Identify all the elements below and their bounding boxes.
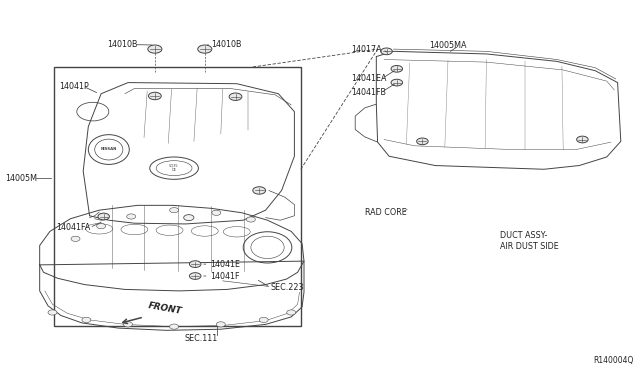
Circle shape bbox=[189, 261, 201, 267]
Circle shape bbox=[253, 187, 266, 194]
Text: 14041F: 14041F bbox=[210, 272, 239, 280]
Circle shape bbox=[148, 45, 162, 53]
Circle shape bbox=[259, 317, 268, 323]
Text: SEC.223: SEC.223 bbox=[270, 283, 303, 292]
Text: 14041E: 14041E bbox=[210, 260, 240, 269]
Text: 14041P: 14041P bbox=[59, 82, 88, 91]
Text: 14005M: 14005M bbox=[5, 174, 37, 183]
Text: RAD CORE: RAD CORE bbox=[365, 208, 406, 217]
Circle shape bbox=[577, 136, 588, 143]
Text: SEC.111: SEC.111 bbox=[184, 334, 218, 343]
Text: 14005MA: 14005MA bbox=[429, 41, 467, 50]
Circle shape bbox=[97, 224, 106, 229]
Text: 14010B: 14010B bbox=[107, 40, 138, 49]
Text: 14041FA: 14041FA bbox=[56, 223, 91, 232]
Circle shape bbox=[170, 208, 179, 213]
Circle shape bbox=[287, 310, 296, 315]
Text: 14017A: 14017A bbox=[351, 45, 381, 54]
Circle shape bbox=[148, 92, 161, 100]
Text: FRONT: FRONT bbox=[147, 301, 182, 316]
Circle shape bbox=[127, 214, 136, 219]
Circle shape bbox=[391, 65, 403, 72]
Circle shape bbox=[124, 322, 132, 327]
Circle shape bbox=[198, 45, 212, 53]
Circle shape bbox=[246, 217, 255, 222]
Text: 14041EA: 14041EA bbox=[351, 74, 386, 83]
Text: 14041FB: 14041FB bbox=[351, 88, 386, 97]
Text: AIR DUST SIDE: AIR DUST SIDE bbox=[500, 242, 559, 251]
Text: NISSAN: NISSAN bbox=[100, 147, 117, 151]
Circle shape bbox=[391, 79, 403, 86]
Bar bbox=[54, 67, 301, 326]
Text: DUCT ASSY-: DUCT ASSY- bbox=[500, 231, 548, 240]
Circle shape bbox=[184, 215, 194, 221]
Text: R140004Q: R140004Q bbox=[593, 356, 634, 365]
Circle shape bbox=[216, 322, 225, 327]
Circle shape bbox=[229, 93, 242, 100]
Text: 14010B: 14010B bbox=[211, 40, 242, 49]
Circle shape bbox=[381, 48, 392, 55]
Circle shape bbox=[417, 138, 428, 145]
Circle shape bbox=[82, 317, 91, 323]
Circle shape bbox=[189, 273, 201, 279]
Text: VQ35
DE: VQ35 DE bbox=[169, 164, 179, 173]
Circle shape bbox=[98, 213, 109, 220]
Circle shape bbox=[212, 210, 221, 215]
Circle shape bbox=[170, 324, 179, 329]
Circle shape bbox=[48, 310, 57, 315]
Circle shape bbox=[71, 236, 80, 241]
